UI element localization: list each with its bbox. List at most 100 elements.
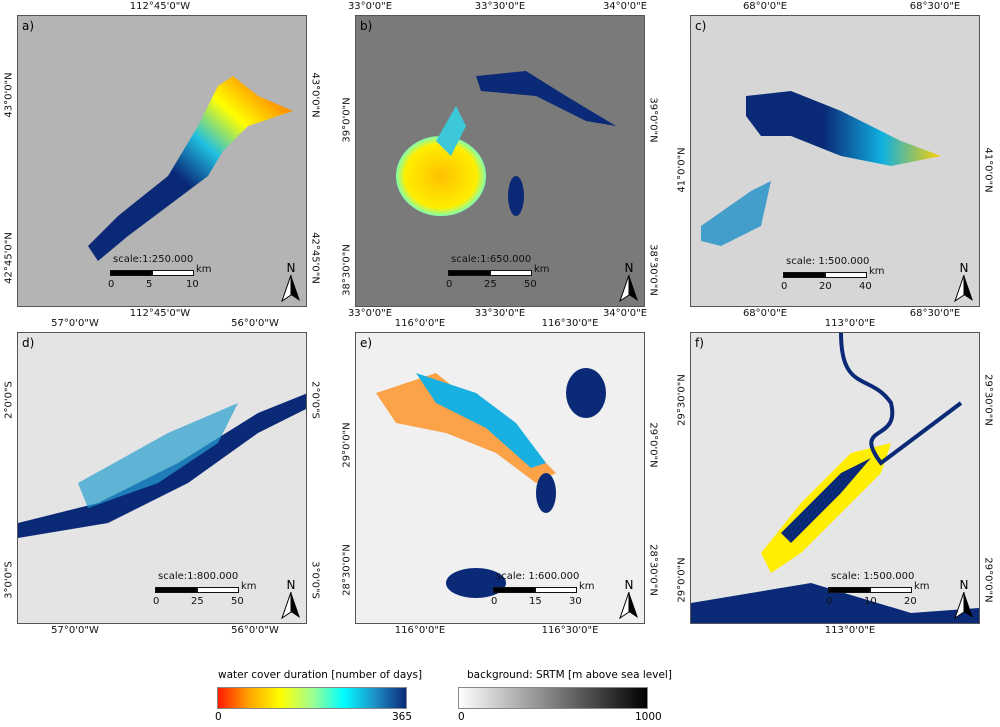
north-arrow-icon: N — [280, 578, 302, 620]
map-panel-f: f) scale: 1:500.000 km 0 10 20 N — [690, 332, 980, 624]
longitude-label: 116°0'0"E — [394, 625, 446, 636]
longitude-label: 56°0'0"W — [231, 318, 279, 329]
water-colorbar — [217, 687, 407, 709]
latitude-label: 28°30'0"N — [647, 544, 659, 596]
latitude-label: 42°45'0"N — [309, 232, 321, 284]
map-panel-a: a) scale:1:250.000 km 0 5 10 N — [17, 15, 307, 307]
scale-text: scale: 1:600.000 — [496, 571, 580, 582]
longitude-label: 56°0'0"W — [231, 625, 279, 636]
longitude-label: 113°0'0"E — [824, 318, 876, 329]
water-legend-title: water cover duration [number of days] — [218, 669, 423, 681]
water-min: 0 — [215, 711, 222, 723]
scale-tick: 30 — [569, 596, 582, 607]
longitude-label: 68°0'0"E — [742, 1, 788, 12]
scale-tick: 0 — [153, 596, 160, 607]
scale-unit: km — [241, 581, 257, 592]
scale-tick: 0 — [491, 596, 498, 607]
map-panel-b: b) scale:1:650.000 km 0 25 50 N — [355, 15, 645, 307]
map-panel-c: c) scale: 1:500.000 km 0 20 40 N — [690, 15, 980, 307]
scale-tick: 20 — [819, 281, 832, 292]
latitude-label: 43°0'0"N — [3, 72, 15, 118]
latitude-label: 38°30'0"N — [341, 244, 353, 296]
north-arrow-icon: N — [280, 261, 302, 303]
longitude-label: 116°30'0"E — [541, 625, 599, 636]
map-panel-d: d) scale:1:800.000 km 0 25 50 N — [17, 332, 307, 624]
latitude-label: 29°30'0"N — [676, 374, 688, 426]
longitude-label: 33°30'0"E — [474, 308, 526, 319]
scale-text: scale:1:650.000 — [451, 254, 532, 265]
water-cover-map — [396, 71, 616, 216]
latitude-label: 2°0'0"S — [309, 381, 321, 419]
latitude-label: 29°0'0"N — [982, 557, 994, 603]
longitude-label: 57°0'0"W — [51, 318, 99, 329]
panel-label: c) — [695, 19, 707, 33]
latitude-label: 41°0'0"N — [982, 147, 994, 193]
latitude-label: 29°0'0"N — [647, 422, 659, 468]
latitude-label: 43°0'0"N — [309, 72, 321, 118]
scale-tick: 5 — [146, 279, 153, 290]
longitude-label: 68°0'0"E — [742, 308, 788, 319]
latitude-label: 29°0'0"N — [676, 557, 688, 603]
longitude-label: 116°0'0"E — [394, 318, 446, 329]
latitude-label: 38°30'0"N — [647, 244, 659, 296]
longitude-label: 112°45'0"W — [129, 308, 191, 319]
scale-tick: 50 — [524, 279, 537, 290]
scale-tick: 40 — [859, 281, 872, 292]
srtm-min: 0 — [458, 711, 465, 723]
srtm-colorbar — [458, 687, 648, 709]
scale-tick: 10 — [864, 596, 877, 607]
scale-tick: 20 — [904, 596, 917, 607]
scale-tick: 10 — [186, 279, 199, 290]
latitude-label: 2°0'0"S — [3, 381, 15, 419]
latitude-label: 3°0'0"S — [309, 561, 321, 599]
scale-tick: 15 — [529, 596, 542, 607]
panel-label: f) — [695, 336, 704, 350]
longitude-label: 112°45'0"W — [129, 1, 191, 12]
map-panel-e: e) scale: 1:600.000 km 0 15 30 N — [355, 332, 645, 624]
scale-tick: 0 — [781, 281, 788, 292]
north-arrow-icon: N — [618, 578, 640, 620]
longitude-label: 33°30'0"E — [474, 1, 526, 12]
panel-label: a) — [22, 19, 35, 33]
latitude-label: 39°0'0"N — [647, 97, 659, 143]
scale-tick: 25 — [484, 279, 497, 290]
latitude-label: 28°30'0"N — [341, 544, 353, 596]
water-cover-map — [376, 368, 606, 598]
longitude-label: 57°0'0"W — [51, 625, 99, 636]
water-cover-map — [691, 333, 979, 623]
latitude-label: 42°45'0"N — [3, 232, 15, 284]
panel-label: e) — [360, 336, 373, 350]
longitude-label: 68°30'0"E — [909, 308, 961, 319]
panel-label: b) — [360, 19, 373, 33]
scale-text: scale:1:800.000 — [158, 571, 239, 582]
scale-tick: 0 — [446, 279, 453, 290]
longitude-label: 34°0'0"E — [602, 1, 648, 12]
scale-tick: 50 — [231, 596, 244, 607]
srtm-legend-title: background: SRTM [m above sea level] — [467, 669, 672, 681]
scale-tick: 0 — [826, 596, 833, 607]
longitude-label: 34°0'0"E — [602, 308, 648, 319]
scale-text: scale: 1:500.000 — [786, 256, 870, 267]
north-arrow-icon: N — [953, 578, 975, 620]
longitude-label: 68°30'0"E — [909, 1, 961, 12]
panel-label: d) — [22, 336, 35, 350]
scale-unit: km — [196, 264, 212, 275]
water-max: 365 — [392, 711, 413, 723]
latitude-label: 41°0'0"N — [676, 147, 688, 193]
scale-tick: 25 — [191, 596, 204, 607]
scale-tick: 0 — [108, 279, 115, 290]
longitude-label: 33°0'0"E — [347, 1, 393, 12]
longitude-label: 113°0'0"E — [824, 625, 876, 636]
latitude-label: 29°30'0"N — [982, 374, 994, 426]
scale-unit: km — [534, 264, 550, 275]
scale-unit: km — [579, 581, 595, 592]
latitude-label: 39°0'0"N — [341, 97, 353, 143]
scale-unit: km — [914, 581, 930, 592]
srtm-max: 1000 — [635, 711, 662, 723]
scale-text: scale: 1:500.000 — [831, 571, 915, 582]
water-cover-map — [701, 91, 941, 246]
north-arrow-icon: N — [953, 261, 975, 303]
latitude-label: 3°0'0"S — [3, 561, 15, 599]
latitude-label: 29°0'0"N — [341, 422, 353, 468]
